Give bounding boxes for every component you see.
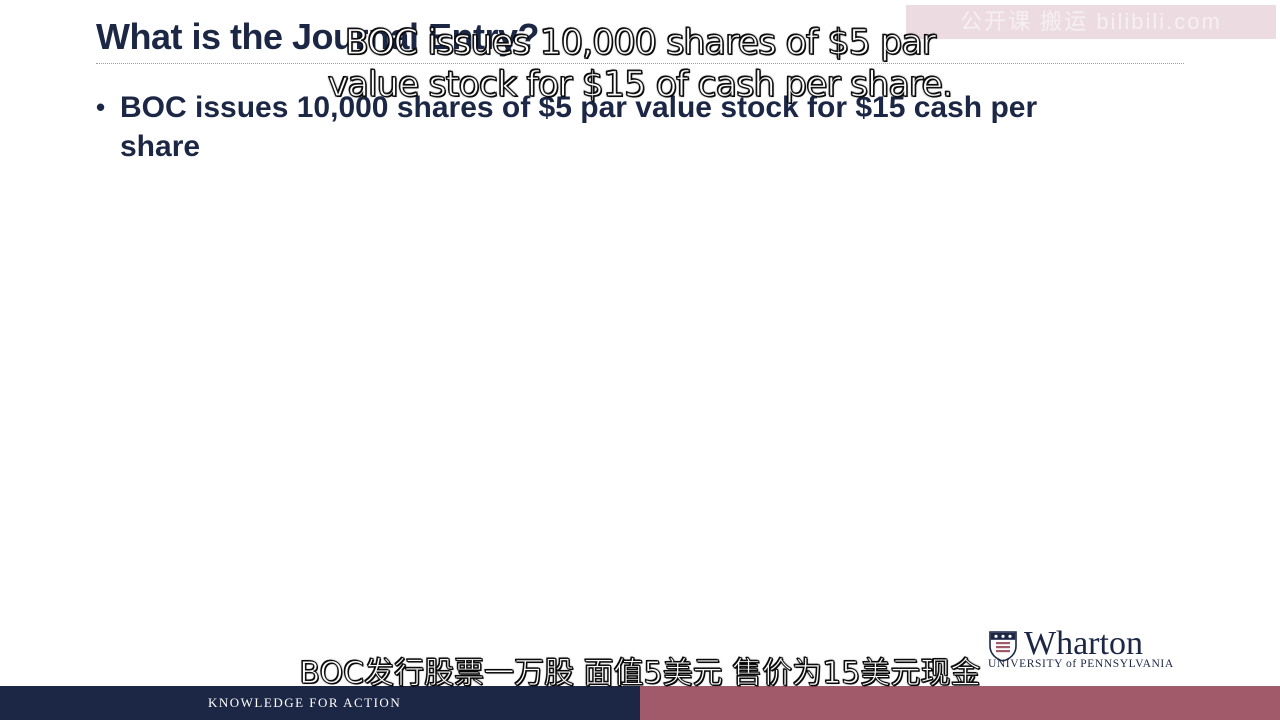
footer-tagline: KNOWLEDGE FOR ACTION bbox=[208, 695, 402, 710]
footer-bar-maroon bbox=[640, 686, 1280, 720]
bullet-item: • BOC issues 10,000 shares of $5 par val… bbox=[96, 88, 1106, 166]
bullet-text: BOC issues 10,000 shares of $5 par value… bbox=[120, 91, 1038, 163]
penn-shield-icon bbox=[989, 631, 1017, 662]
footer-bar-navy: KNOWLEDGE FOR ACTION bbox=[0, 686, 640, 720]
watermark: 公开课 搬运 bilibili.com bbox=[906, 5, 1276, 39]
chinese-subtitle: BOC发行股票一万股 面值5美元 售价为15美元现金 bbox=[299, 656, 981, 692]
logo-wordmark: Wharton bbox=[1024, 625, 1143, 662]
wharton-logo: Wharton UNIVERSITY of PENNSYLVANIA bbox=[988, 625, 1198, 674]
title-divider bbox=[96, 63, 1184, 64]
logo-subtitle: UNIVERSITY of PENNSYLVANIA bbox=[988, 658, 1174, 670]
bullet-dot-icon: • bbox=[96, 92, 106, 122]
slide-title: What is the Journal Entry? bbox=[96, 16, 540, 57]
english-subtitle: BOC issues 10,000 shares of $5 par value… bbox=[327, 22, 954, 105]
